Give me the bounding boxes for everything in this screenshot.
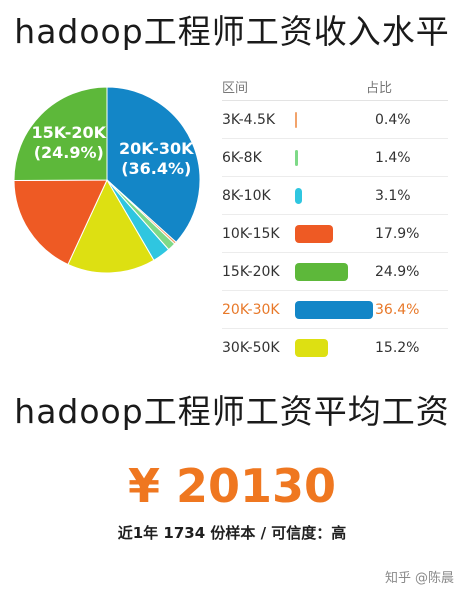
average-salary-value: ¥ 20130	[127, 459, 337, 513]
legend-bar-cell	[295, 148, 375, 168]
legend-row: 15K-20K 24.9%	[222, 253, 448, 291]
legend-header-range: 区间	[222, 80, 249, 96]
legend-bar	[295, 300, 373, 319]
legend-bar	[295, 111, 297, 128]
legend-row: 10K-15K 17.9%	[222, 215, 448, 253]
legend-bar	[295, 187, 302, 204]
legend-row: 8K-10K 3.1%	[222, 177, 448, 215]
pie-slice-15K-20K	[13, 86, 108, 181]
legend-bar	[295, 262, 349, 281]
pie-slice-10K-15K	[13, 179, 108, 266]
legend-share-label: 36.4%	[375, 301, 420, 318]
legend-bar-cell	[295, 110, 375, 130]
pie-slice-20K-30K	[106, 86, 201, 243]
legend-range-label: 20K-30K	[222, 301, 280, 318]
legend-range-label: 3K-4.5K	[222, 111, 276, 128]
pie-chart: 20K-30K (36.4%) 15K-20K (24.9%)	[13, 86, 201, 274]
legend-share-label: 0.4%	[375, 111, 411, 128]
legend-table: 区间 占比 3K-4.5K 0.4% 6K-8K 1.4% 8K-10K 3.1% 10K-…	[222, 72, 448, 366]
legend-row: 20K-30K 36.4%	[222, 291, 448, 329]
legend-bar-cell	[295, 338, 375, 358]
legend-range-label: 6K-8K	[222, 149, 262, 166]
legend-bar-cell	[295, 300, 375, 320]
watermark-brand: 知乎	[384, 571, 411, 586]
legend-bar-cell	[295, 224, 375, 244]
legend-header-share: 占比	[366, 80, 393, 96]
legend-bar-cell	[295, 186, 375, 206]
legend-row: 30K-50K 15.2%	[222, 329, 448, 366]
legend-bar	[295, 224, 334, 243]
sample-info: 近1年 1734 份样本 / 可信度：高	[117, 524, 347, 542]
legend-share-label: 24.9%	[375, 263, 420, 280]
legend-share-label: 3.1%	[375, 187, 411, 204]
chart-title: hadoop工程师工资收入水平	[14, 12, 450, 51]
legend-range-label: 8K-10K	[222, 187, 271, 204]
legend-range-label: 15K-20K	[222, 263, 280, 280]
legend-share-label: 1.4%	[375, 149, 411, 166]
legend-row: 6K-8K 1.4%	[222, 139, 448, 177]
average-salary-title: hadoop工程师工资平均工资	[14, 392, 450, 431]
pie-label-15K-20K: 15K-20K (24.9%)	[32, 123, 107, 162]
pie-label-20K-30K: 20K-30K (36.4%)	[119, 139, 194, 178]
legend-bar	[295, 149, 298, 166]
legend-share-label: 17.9%	[375, 225, 420, 242]
legend-row: 3K-4.5K 0.4%	[222, 101, 448, 139]
legend-bar-cell	[295, 262, 375, 282]
legend-range-label: 10K-15K	[222, 225, 280, 242]
legend-header: 区间 占比	[222, 72, 448, 101]
pie-slice-30K-50K	[67, 178, 155, 274]
watermark: 知乎 @陈晨	[385, 567, 454, 586]
legend-bar	[295, 338, 328, 357]
legend-share-label: 15.2%	[375, 339, 420, 356]
watermark-author: @陈晨	[414, 571, 454, 586]
legend-range-label: 30K-50K	[222, 339, 280, 356]
